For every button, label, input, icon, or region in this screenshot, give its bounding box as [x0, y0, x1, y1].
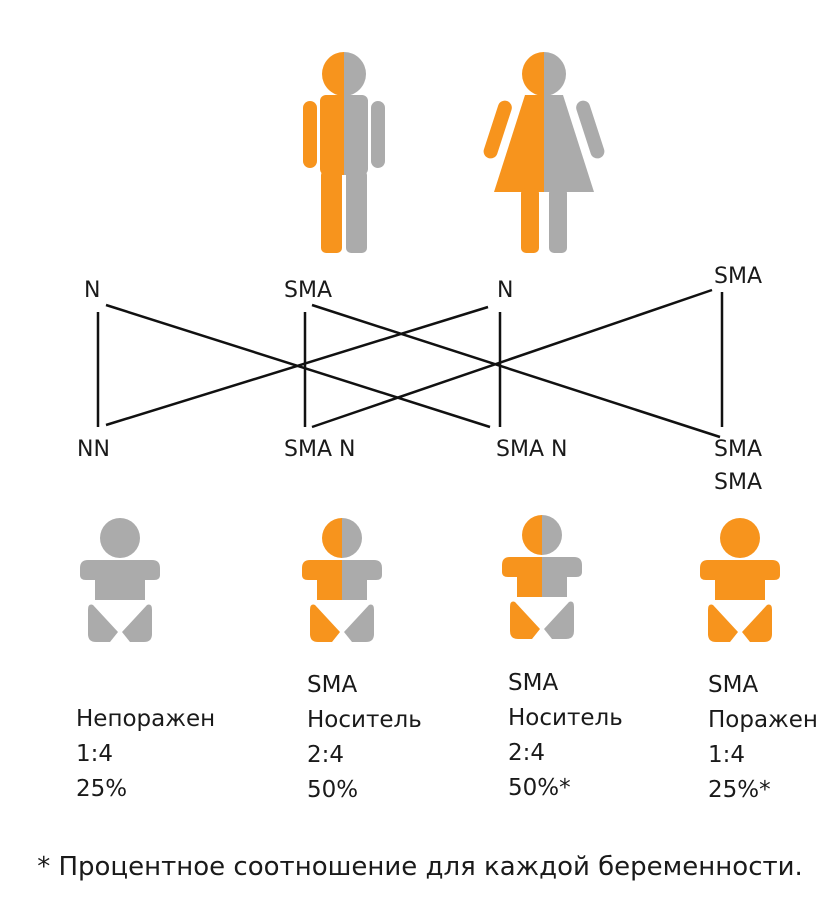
- child-ratio: 2:4: [508, 740, 546, 766]
- child-status: Поражен: [708, 707, 818, 733]
- child-genotype: SMA: [307, 672, 358, 698]
- child-ratio: 1:4: [76, 741, 114, 767]
- baby-icon-carrier-2: [502, 515, 582, 639]
- child-percent: 50%: [307, 777, 359, 803]
- baby-icon-carrier-1: [302, 518, 382, 642]
- line-sma-to-smasma: [311, 303, 721, 439]
- father-allele-sma: SMA: [284, 278, 332, 303]
- genotype-sma-n-2: SMA N: [496, 437, 567, 462]
- child-genotype: SMA: [708, 672, 759, 698]
- child-percent: 25%: [76, 776, 128, 802]
- baby-icon-unaffected: [80, 518, 160, 642]
- child-percent: 25%*: [708, 777, 771, 803]
- baby-icon-affected: [700, 518, 780, 642]
- child-status: Носитель: [508, 705, 623, 731]
- line-n2-to-nn: [105, 305, 489, 427]
- child-unaffected-text: Непоражен 1:4 25%: [76, 702, 215, 807]
- line-sma2-to-sman1: [311, 288, 713, 429]
- child-carrier-1-text: SMA Носитель 2:4 50%: [307, 668, 422, 808]
- child-ratio: 1:4: [708, 742, 746, 768]
- father-allele-n: N: [84, 278, 100, 303]
- child-status: Носитель: [307, 707, 422, 733]
- mother-allele-sma: SMA: [714, 264, 762, 289]
- genotype-nn: NN: [77, 437, 110, 462]
- genotype-sma-n-1: SMA N: [284, 437, 355, 462]
- child-ratio: 2:4: [307, 742, 345, 768]
- child-status: Непоражен: [76, 706, 216, 732]
- child-percent: 50%*: [508, 775, 571, 801]
- genotype-sma-sma-line1: SMA: [714, 437, 762, 462]
- cross-lines: [96, 288, 724, 439]
- footnote: * Процентное соотношение для каждой бере…: [37, 852, 803, 882]
- mother-allele-n: N: [497, 278, 513, 303]
- child-genotype: SMA: [508, 670, 559, 696]
- father-figure-icon: [303, 52, 385, 253]
- child-carrier-2-text: SMA Носитель 2:4 50%*: [508, 666, 623, 806]
- genotype-sma-sma-line2: SMA: [714, 470, 762, 495]
- mother-figure-icon: [483, 52, 605, 253]
- child-affected-text: SMA Поражен 1:4 25%*: [708, 668, 818, 808]
